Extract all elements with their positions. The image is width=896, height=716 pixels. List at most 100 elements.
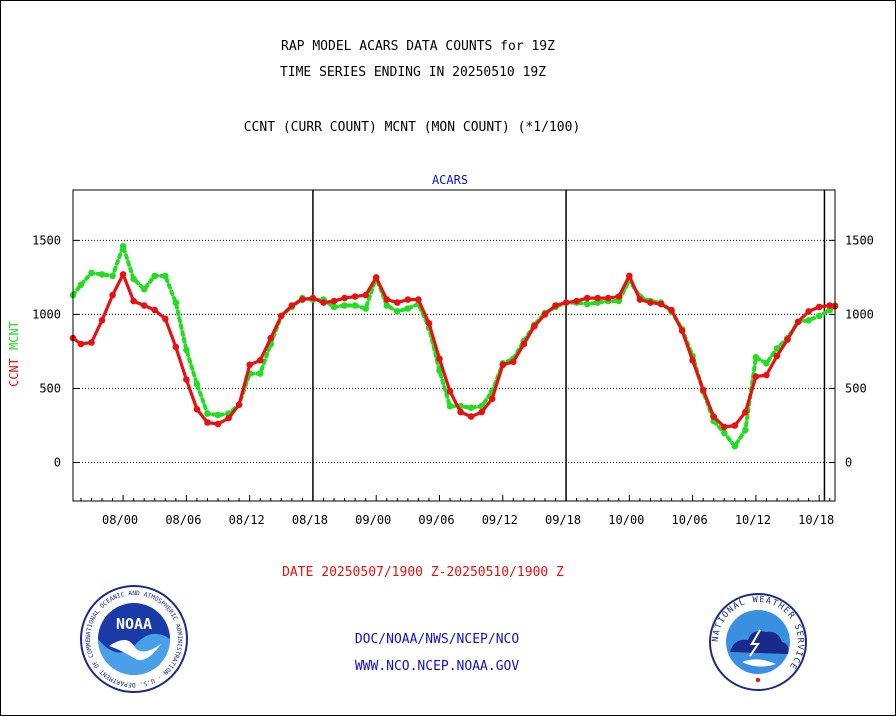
- point-mcnt: [193, 380, 201, 388]
- point-mcnt: [805, 317, 812, 324]
- point-mcnt: [130, 275, 137, 283]
- footer-link-website[interactable]: WWW.NCO.NCEP.NOAA.GOV: [354, 659, 520, 674]
- point-ccnt: [204, 419, 211, 426]
- point-mcnt: [383, 302, 391, 309]
- point-ccnt: [109, 291, 116, 299]
- point-mcnt: [256, 370, 264, 377]
- point-mcnt: [330, 303, 338, 311]
- point-ccnt: [88, 339, 95, 346]
- point-ccnt: [446, 388, 454, 395]
- point-ccnt: [541, 311, 549, 318]
- x-tick-label: 10/18: [798, 513, 834, 527]
- noaa-logo-text: NOAA: [116, 615, 152, 633]
- point-mcnt: [742, 426, 749, 434]
- point-mcnt: [119, 243, 127, 250]
- point-ccnt: [583, 294, 591, 302]
- point-mcnt: [214, 411, 222, 419]
- svg-text:CCNTMCNT: CCNT MCNT: [7, 321, 21, 387]
- point-ccnt: [752, 373, 760, 380]
- point-ccnt: [341, 294, 348, 302]
- point-mcnt: [172, 299, 180, 306]
- point-ccnt: [98, 317, 106, 324]
- nws-logo: NATIONAL WEATHER SERVICE: [709, 593, 807, 691]
- point-ccnt: [678, 327, 686, 335]
- point-mcnt: [183, 346, 190, 354]
- point-ccnt: [404, 296, 412, 303]
- point-mcnt: [162, 272, 169, 280]
- point-ccnt: [763, 371, 770, 379]
- point-ccnt: [214, 420, 222, 428]
- point-ccnt: [394, 299, 401, 306]
- point-ccnt: [162, 315, 169, 323]
- point-ccnt: [457, 408, 464, 416]
- series-line-mcnt: [71, 244, 837, 449]
- point-ccnt: [246, 361, 253, 369]
- point-ccnt: [773, 352, 781, 360]
- x-tick-label: 10/00: [608, 513, 644, 527]
- series-layer: [69, 243, 839, 450]
- x-tick-label: 08/12: [229, 513, 265, 527]
- noaa-logo: NOAA NATIONAL OCEANIC AND ATMOSPHERIC AD…: [79, 584, 188, 693]
- point-mcnt: [404, 305, 412, 312]
- x-tick-label: 10/06: [672, 513, 708, 527]
- point-ccnt: [636, 296, 644, 303]
- point-ccnt: [552, 302, 559, 309]
- point-ccnt: [193, 405, 201, 413]
- x-tick-label: 10/12: [735, 513, 771, 527]
- point-mcnt: [583, 300, 591, 308]
- x-tick-label: 08/06: [165, 513, 201, 527]
- point-ccnt: [520, 340, 528, 348]
- point-ccnt: [383, 296, 391, 303]
- point-mcnt: [151, 272, 158, 280]
- point-ccnt: [151, 306, 158, 314]
- y-tick-label-left: 500: [39, 381, 61, 395]
- y-tick-label-right: 500: [845, 381, 867, 395]
- point-ccnt: [130, 297, 137, 305]
- point-ccnt: [436, 355, 443, 363]
- point-ccnt: [235, 401, 243, 409]
- point-ccnt: [77, 340, 85, 348]
- y-axis-label: CCNT MCNT: [7, 321, 21, 387]
- point-ccnt: [573, 297, 580, 305]
- footer-link-doc[interactable]: DOC/NOAA/NWS/NCEP/NCO: [354, 632, 520, 647]
- point-ccnt: [478, 408, 486, 416]
- point-mcnt: [815, 312, 823, 320]
- point-ccnt: [183, 376, 190, 383]
- chart-title-line-1: RAP MODEL ACARS DATA COUNTS for 19Z: [281, 39, 555, 54]
- y-tick-label-left: 1500: [32, 233, 61, 247]
- point-ccnt: [562, 299, 570, 306]
- point-ccnt: [140, 302, 148, 309]
- point-mcnt: [351, 302, 359, 309]
- point-ccnt: [626, 272, 633, 280]
- y-axis-label-ccnt: CCNT: [7, 358, 21, 387]
- point-ccnt: [647, 299, 654, 306]
- point-ccnt: [362, 291, 370, 299]
- point-ccnt: [710, 413, 717, 420]
- x-tick-label: 09/06: [418, 513, 454, 527]
- point-ccnt: [256, 357, 264, 364]
- point-ccnt: [721, 423, 728, 431]
- point-ccnt: [689, 357, 696, 364]
- point-ccnt: [172, 343, 180, 351]
- chart-subtitle: CCNT (CURR COUNT) MCNT (MON COUNT) (*1/1…: [243, 120, 581, 135]
- point-ccnt: [742, 408, 749, 416]
- y-axis-label-mcnt: MCNT: [7, 321, 21, 350]
- point-ccnt: [119, 271, 127, 278]
- point-ccnt: [330, 297, 338, 305]
- y-tick-label-right: 1000: [845, 307, 874, 321]
- point-mcnt: [77, 281, 85, 289]
- point-mcnt: [362, 305, 370, 312]
- point-ccnt: [657, 300, 665, 308]
- point-ccnt: [467, 413, 475, 420]
- point-ccnt: [731, 422, 739, 429]
- point-ccnt: [594, 294, 601, 302]
- x-tick-label: 09/18: [545, 513, 581, 527]
- point-ccnt: [425, 320, 433, 327]
- x-tick-label: 09/12: [482, 513, 518, 527]
- plot-title: ACARS: [432, 173, 468, 187]
- point-ccnt: [531, 322, 538, 330]
- point-ccnt: [815, 303, 823, 311]
- point-mcnt: [98, 271, 106, 278]
- date-range-label: DATE 20250507/1900 Z-20250510/1900 Z: [282, 565, 564, 580]
- point-ccnt: [267, 334, 275, 342]
